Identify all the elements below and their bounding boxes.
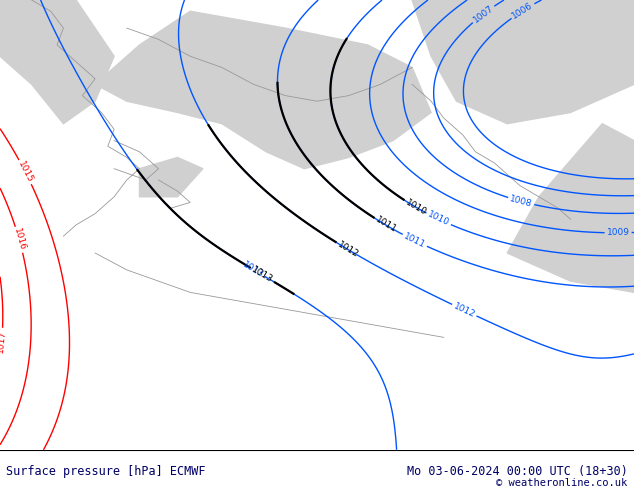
Text: 1016: 1016 (12, 227, 27, 252)
Polygon shape (507, 123, 634, 293)
Text: 1006: 1006 (510, 1, 535, 21)
Text: Mo 03-06-2024 00:00 UTC (18+30): Mo 03-06-2024 00:00 UTC (18+30) (407, 465, 628, 478)
Polygon shape (139, 157, 203, 197)
Text: 1007: 1007 (472, 3, 495, 24)
Text: 1011: 1011 (403, 231, 427, 249)
Text: 1012: 1012 (452, 301, 477, 319)
Text: 1008: 1008 (509, 194, 533, 209)
Text: 1013: 1013 (241, 260, 265, 279)
Text: 1015: 1015 (16, 160, 34, 184)
Text: © weatheronline.co.uk: © weatheronline.co.uk (496, 478, 628, 488)
Text: Surface pressure [hPa] ECMWF: Surface pressure [hPa] ECMWF (6, 465, 206, 478)
Text: 1010: 1010 (426, 210, 451, 228)
Text: 1017: 1017 (0, 329, 7, 353)
Polygon shape (95, 11, 431, 169)
Polygon shape (0, 0, 114, 123)
Polygon shape (412, 0, 634, 123)
Text: 1013: 1013 (250, 265, 275, 285)
Text: 1012: 1012 (336, 240, 360, 259)
Text: 1010: 1010 (404, 197, 428, 217)
Text: 1011: 1011 (374, 216, 398, 235)
Text: 1009: 1009 (607, 228, 630, 237)
